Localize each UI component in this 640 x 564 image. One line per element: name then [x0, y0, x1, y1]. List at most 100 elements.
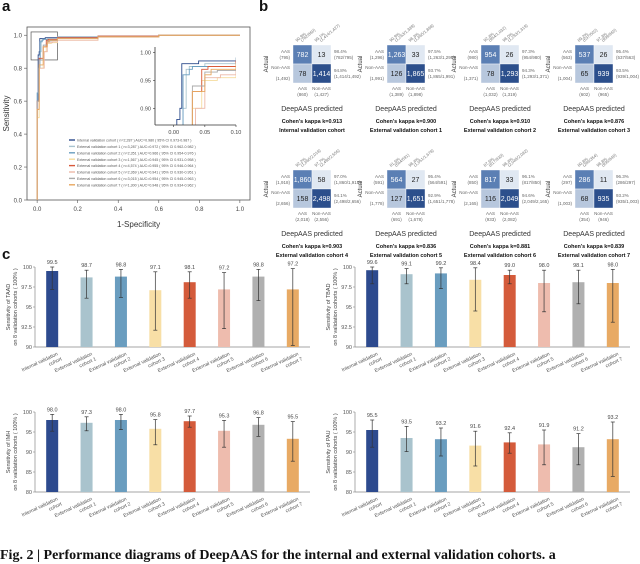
plot-frame [26, 26, 251, 201]
y-tick-label: 95 [346, 305, 352, 311]
bar [252, 424, 265, 492]
col-total: (2,082) [502, 217, 517, 222]
row-percent: 92.9% [428, 193, 441, 198]
y-tick-label: 95 [26, 430, 32, 436]
row-percent: 93.7% [428, 68, 441, 73]
bar-value-label: 98.4 [470, 261, 481, 267]
matrix-cell [499, 63, 520, 84]
row-label: AAS [469, 174, 478, 179]
legend-entry-7: External validation cohort 7 ( n=1,300 )… [77, 183, 196, 187]
bar-chart-taad: 90 92.5 95 97.5 100 Sensitivity of TAAD on 8 v… [6, 260, 310, 374]
col-label: Non-AAS [500, 86, 519, 91]
row-fraction: (1,414/1,492) [334, 74, 361, 79]
y-tick-label: 90 [26, 450, 32, 456]
col-total: (946) [598, 217, 609, 222]
y-tick-label: 85 [26, 470, 32, 476]
col-label: AAS [298, 86, 307, 91]
bar-value-label: 95.5 [287, 415, 298, 421]
x-tick-label: 0.0 [33, 207, 42, 213]
inset-y-tick-label: 1.00 [140, 51, 151, 57]
row-label: Non-AAS [459, 65, 478, 70]
row-total: (1,918) [276, 180, 291, 185]
col-percent: 99.1% [313, 31, 326, 43]
bar-value-label: 98.0 [47, 407, 58, 413]
matrix-cell [593, 188, 614, 209]
bar [183, 421, 196, 492]
matrix-cell-value: 1,263 [388, 52, 406, 59]
cohort-title: External validation cohort 4 [276, 253, 349, 259]
x-tick-label: 1.0 [236, 207, 245, 213]
row-fraction: (1,293/1,371) [522, 74, 549, 79]
bar-value-label: 97.1 [150, 265, 161, 271]
bar-value-label: 98.0 [116, 407, 127, 413]
bar [366, 270, 379, 347]
matrix-cell-value: 78 [299, 71, 307, 78]
bar [286, 438, 299, 492]
matrix-cell-value: 782 [297, 52, 309, 59]
y-tick-label: 0.0 [14, 199, 23, 205]
bar-chart-imh: 80 85 90 95 100 Sensitivity of IMH on 8 valida… [6, 407, 310, 519]
inset-line-6 [191, 63, 236, 125]
x-tick-label: 0.6 [155, 207, 164, 213]
bar [503, 275, 516, 347]
row-fraction: (954/980) [522, 55, 542, 60]
y-tick-label: 100 [23, 265, 32, 271]
actual-label: Actual [452, 181, 458, 198]
col-label: Non-AAS [312, 211, 331, 216]
row-fraction: (935/1,003) [616, 199, 640, 204]
figure-caption: Fig. 2 | Performance diagrams of DeepAAS… [0, 548, 556, 563]
matrix-cell [311, 63, 332, 84]
col-total: (1,898) [408, 92, 423, 97]
row-percent: 96.1% [522, 174, 535, 179]
row-label: AAS [281, 174, 290, 179]
bar [469, 445, 482, 492]
row-label: Non-AAS [553, 65, 572, 70]
col-percent: 90.9% [294, 31, 307, 43]
panel-label-c: c [2, 246, 11, 263]
bar-value-label: 97.2 [219, 266, 230, 272]
y-tick-label: 90 [346, 450, 352, 456]
bar [572, 282, 585, 347]
bar-value-label: 98.0 [539, 263, 550, 269]
row-percent: 94.8% [334, 68, 347, 73]
row-total: (591) [373, 180, 384, 185]
inset-x-tick-label: 0.10 [231, 130, 242, 136]
matrix-cell-value: 1,293 [501, 71, 519, 78]
col-label: AAS [392, 211, 401, 216]
bar-value-label: 98.1 [573, 263, 584, 269]
matrix-cell-value: 26 [506, 52, 514, 59]
row-percent: 93.2% [616, 193, 629, 198]
predicted-label: DeepAAS predicted [469, 106, 531, 113]
col-total: (1,678) [408, 217, 423, 222]
bar [434, 439, 447, 492]
bar-value-label: 91.2 [573, 427, 584, 433]
row-percent: 95.4% [616, 49, 629, 54]
row-fraction: (2,049/2,165) [522, 199, 549, 204]
bar-value-label: 99.1 [401, 262, 412, 268]
row-total: (1,778) [370, 201, 385, 206]
bar-value-label: 98.7 [81, 263, 92, 269]
y-axis-label: Sensitivity of TAAD [6, 284, 12, 331]
row-label: AAS [563, 174, 572, 179]
row-fraction: (1,651/1,778) [428, 199, 455, 204]
inset-plot [176, 57, 236, 125]
predicted-label: DeepAAS predicted [469, 231, 531, 238]
matrix-cell-value: 116 [485, 196, 496, 203]
col-total: (1,032) [483, 92, 498, 97]
row-fraction: (286/297) [616, 180, 636, 185]
row-fraction: (939/1,004) [616, 74, 640, 79]
col-percent: 89.2% [576, 31, 589, 43]
col-total: (1,427) [314, 92, 329, 97]
kappa-label: Cohen's kappa k=0.839 [564, 244, 624, 250]
row-fraction: (537/563) [616, 55, 636, 60]
bar-value-label: 93.2 [607, 415, 618, 421]
matrix-cell [499, 188, 520, 209]
matrix-cell-value: 1,860 [294, 177, 312, 184]
matrix-cell-value: 939 [598, 71, 610, 78]
bar [80, 422, 93, 492]
y-tick-label: 0.6 [14, 100, 23, 106]
col-label: AAS [486, 211, 495, 216]
